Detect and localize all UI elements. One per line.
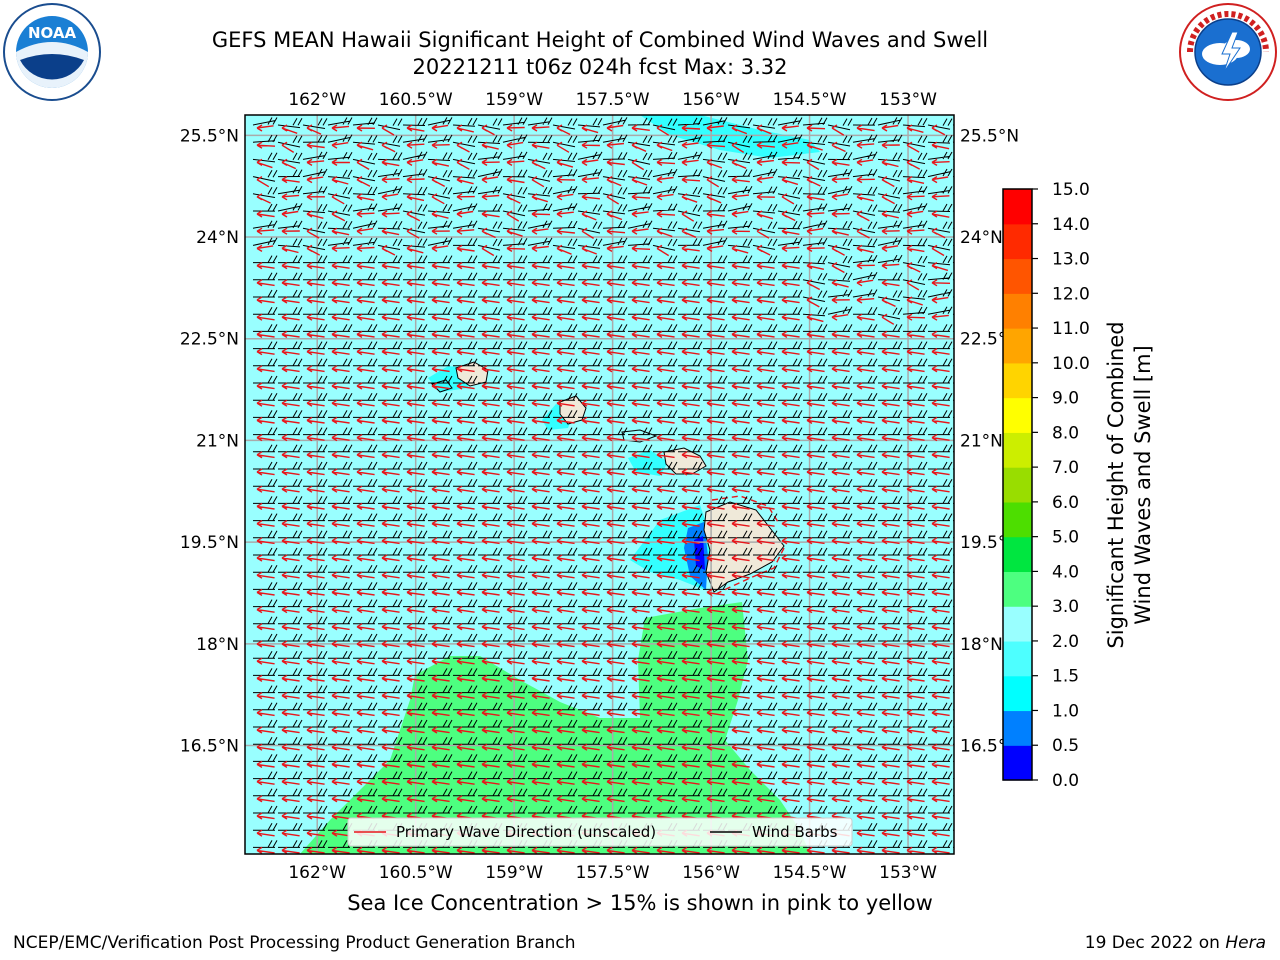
lat-label-right: 21°N — [960, 431, 1003, 451]
lon-label-top: 153°W — [879, 90, 937, 110]
lat-label-right: 18°N — [960, 635, 1003, 655]
footer-date-text: 19 Dec 2022 on — [1084, 933, 1226, 953]
wave-direction-arrows — [256, 124, 951, 854]
colorbar-tick-label: 12.0 — [1052, 284, 1090, 304]
colorbar-tick-label: 2.0 — [1052, 632, 1079, 652]
colorbar-segment — [1003, 258, 1032, 294]
colorbar-segment — [1003, 536, 1032, 573]
high-swell-region — [300, 602, 810, 854]
legend-barb-label: Wind Barbs — [752, 823, 838, 841]
lon-label-bottom: 157.5°W — [576, 863, 650, 883]
lat-label-left: 21°N — [196, 431, 239, 451]
nws-logo — [1179, 3, 1277, 101]
island-molokai — [621, 429, 658, 443]
lat-label-right: 24°N — [960, 228, 1003, 248]
legend-wave-label: Primary Wave Direction (unscaled) — [396, 823, 656, 841]
island-niihau — [455, 361, 489, 387]
colorbar-frame — [1002, 188, 1033, 781]
colorbar-segment — [1003, 362, 1032, 399]
lon-label-top: 160.5°W — [379, 90, 453, 110]
colorbar-tick-label: 13.0 — [1052, 250, 1090, 270]
wind-barb-field — [252, 117, 954, 848]
colorbar-segment — [1003, 432, 1032, 468]
map-frame — [244, 114, 955, 855]
lon-label-top: 156°W — [682, 90, 740, 110]
colorbar-tick-label: 10.0 — [1052, 354, 1090, 374]
colorbar-segment — [1003, 223, 1032, 260]
lon-label-bottom: 153°W — [879, 863, 937, 883]
colorbar-segment — [1003, 640, 1032, 677]
colorbar-tick-label: 1.0 — [1052, 701, 1079, 721]
wind-barbs — [252, 117, 954, 848]
map-legend: Primary Wave Direction (unscaled) Wind B… — [347, 817, 853, 847]
noaa-logo: NOAA — [3, 3, 101, 101]
colorbar-segment — [1003, 710, 1032, 746]
noaa-logo-text: NOAA — [28, 24, 77, 42]
island-maui — [663, 447, 707, 475]
colorbar-tick-label: 8.0 — [1052, 423, 1079, 443]
colorbar-tick-label: 9.0 — [1052, 389, 1079, 409]
island-lehua — [431, 379, 453, 393]
lat-label-left: 22.5°N — [180, 330, 239, 350]
lon-label-bottom: 160.5°W — [379, 863, 453, 883]
lon-label-bottom: 159°W — [485, 863, 543, 883]
colorbar-segment — [1003, 189, 1032, 225]
wave-arrow-field — [256, 124, 951, 854]
colorbar-segment — [1003, 675, 1032, 712]
lon-label-top: 154.5°W — [773, 90, 847, 110]
colorbar-segment — [1003, 606, 1032, 642]
colorbar-segment — [1003, 571, 1032, 607]
colorbar-tick-label: 14.0 — [1052, 215, 1090, 235]
colorbar-label-line1: Significant Height of Combined — [1104, 321, 1128, 648]
footer-host: Hera — [1225, 933, 1266, 953]
lat-label-left: 25.5°N — [180, 126, 239, 146]
colorbar-tick-label: 3.0 — [1052, 597, 1079, 617]
lat-label-left: 24°N — [196, 228, 239, 248]
colorbar-tick-label: 11.0 — [1052, 319, 1090, 339]
footer-date: 19 Dec 2022 on Hera — [1085, 933, 1266, 953]
lon-label-bottom: 154.5°W — [773, 863, 847, 883]
lon-label-bottom: 156°W — [682, 863, 740, 883]
colorbar-segment — [1003, 501, 1032, 538]
colorbar-tick-label: 5.0 — [1052, 528, 1079, 548]
colorbar-tick-label: 1.5 — [1052, 667, 1079, 687]
lat-label-left: 16.5°N — [180, 737, 239, 757]
colorbar-segment — [1003, 745, 1032, 781]
lat-label-right: 25.5°N — [960, 126, 1019, 146]
colorbar-tick-label: 6.0 — [1052, 493, 1079, 513]
colorbar-tick-label: 0.5 — [1052, 736, 1079, 756]
lat-label-left: 19.5°N — [180, 533, 239, 553]
colorbar-segment — [1003, 293, 1032, 329]
lon-label-bottom: 162°W — [288, 863, 346, 883]
footer-branch: NCEP/EMC/Verification Post Processing Pr… — [13, 933, 576, 953]
colorbar-label-line2: Wind Waves and Swell [m] — [1131, 345, 1155, 625]
colorbar-segment — [1003, 397, 1032, 433]
colorbar-segment — [1003, 467, 1032, 503]
chart-subtitle: 20221211 t06z 024h fcst Max: 3.32 — [412, 55, 788, 79]
chart-title: GEFS MEAN Hawaii Significant Height of C… — [211, 28, 989, 52]
lat-label-left: 18°N — [196, 635, 239, 655]
lon-label-top: 157.5°W — [576, 90, 650, 110]
sea-ice-caption: Sea Ice Concentration > 15% is shown in … — [347, 891, 933, 915]
colorbar-segment — [1003, 328, 1032, 364]
lon-label-top: 162°W — [288, 90, 346, 110]
colorbar-tick-label: 0.0 — [1052, 771, 1079, 791]
lon-label-top: 159°W — [485, 90, 543, 110]
colorbar-tick-label: 15.0 — [1052, 180, 1090, 200]
colorbar-tick-label: 4.0 — [1052, 562, 1079, 582]
colorbar-tick-label: 7.0 — [1052, 458, 1079, 478]
